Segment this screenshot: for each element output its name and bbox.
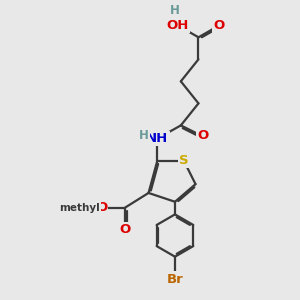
- Text: O: O: [96, 201, 107, 214]
- Text: methyl: methyl: [59, 202, 100, 213]
- Text: O: O: [197, 129, 208, 142]
- Text: H: H: [169, 4, 179, 17]
- Text: Br: Br: [167, 272, 183, 286]
- Text: OH: OH: [167, 19, 189, 32]
- Text: NH: NH: [146, 132, 169, 145]
- Text: S: S: [179, 154, 189, 167]
- Text: O: O: [213, 19, 225, 32]
- Text: O: O: [119, 223, 131, 236]
- Text: H: H: [139, 129, 149, 142]
